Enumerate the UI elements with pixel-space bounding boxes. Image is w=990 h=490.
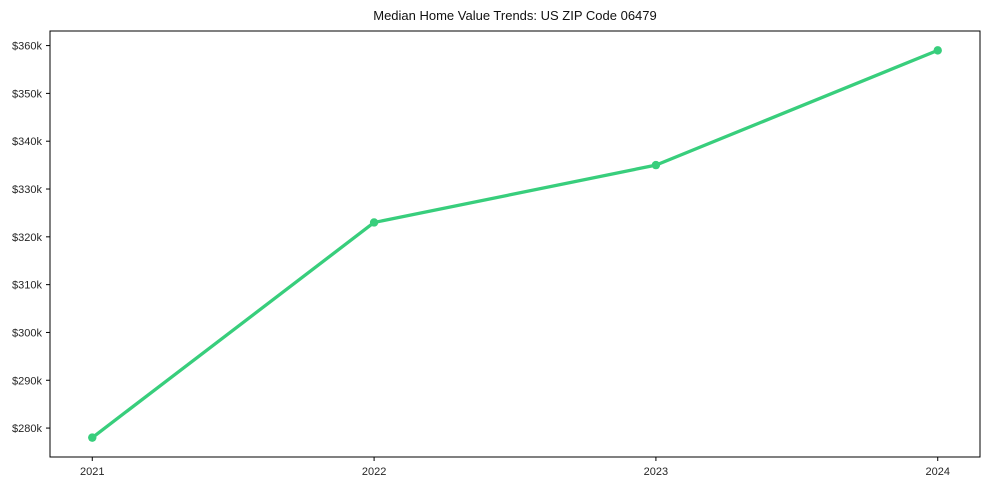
x-axis-tick-label: 2024 [925, 466, 949, 478]
y-axis-tick-label: $350k [12, 88, 42, 100]
data-point-2023 [651, 160, 661, 170]
data-point-2024 [933, 46, 942, 55]
x-axis-tick-label: 2022 [362, 466, 386, 478]
x-axis-tick-label: 2021 [80, 466, 104, 478]
plot-frame [49, 30, 981, 458]
y-axis-tick-label: $300k [12, 327, 42, 339]
y-axis-tick-label: $340k [12, 136, 42, 148]
x-axis-tick-label: 2023 [644, 466, 668, 478]
y-axis-tick-label: $310k [12, 280, 42, 292]
chart-title: Median Home Value Trends: US ZIP Code 06… [373, 8, 657, 23]
y-axis-tick-label: $330k [12, 184, 42, 196]
data-point-2022 [369, 218, 379, 227]
y-axis-tick-label: $320k [12, 232, 42, 244]
trend-line [90, 48, 940, 440]
y-axis-tick-label: $360k [12, 41, 42, 53]
data-point-2021 [88, 433, 97, 442]
y-axis-tick-label: $290k [12, 375, 42, 387]
y-axis-tick-label: $280k [12, 423, 42, 435]
